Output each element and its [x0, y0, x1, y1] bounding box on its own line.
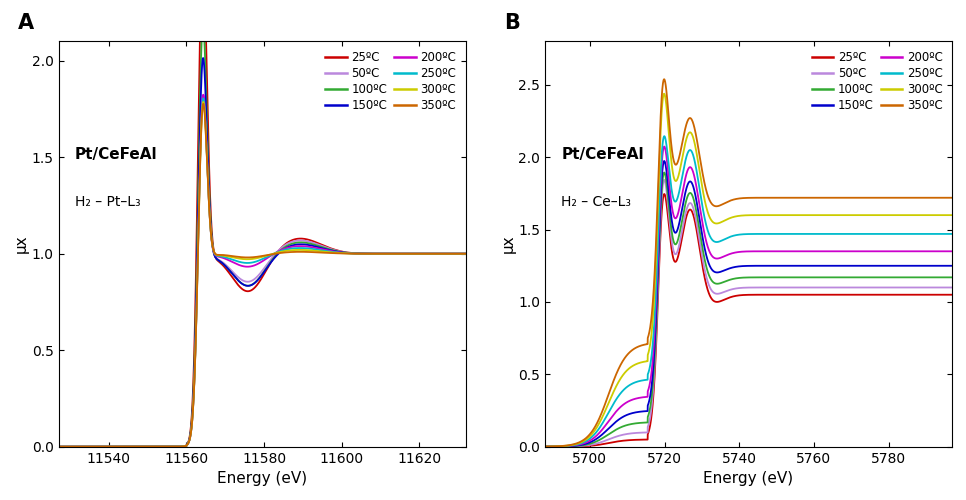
Legend: 25ºC, 50ºC, 100ºC, 150ºC, 200ºC, 250ºC, 300ºC, 350ºC: 25ºC, 50ºC, 100ºC, 150ºC, 200ºC, 250ºC, …	[809, 48, 947, 116]
Text: H₂ – Pt–L₃: H₂ – Pt–L₃	[74, 196, 140, 209]
Text: B: B	[504, 14, 520, 34]
Text: Pt/CeFeAl: Pt/CeFeAl	[561, 147, 644, 162]
Text: A: A	[17, 14, 34, 34]
Text: H₂ – Ce–L₃: H₂ – Ce–L₃	[561, 196, 632, 209]
Text: Pt/CeFeAl: Pt/CeFeAl	[74, 147, 157, 162]
Legend: 25ºC, 50ºC, 100ºC, 150ºC, 200ºC, 250ºC, 300ºC, 350ºC: 25ºC, 50ºC, 100ºC, 150ºC, 200ºC, 250ºC, …	[322, 48, 460, 116]
Y-axis label: μx: μx	[500, 235, 516, 254]
X-axis label: Energy (eV): Energy (eV)	[703, 471, 794, 486]
Y-axis label: μx: μx	[14, 235, 29, 254]
X-axis label: Energy (eV): Energy (eV)	[217, 471, 307, 486]
